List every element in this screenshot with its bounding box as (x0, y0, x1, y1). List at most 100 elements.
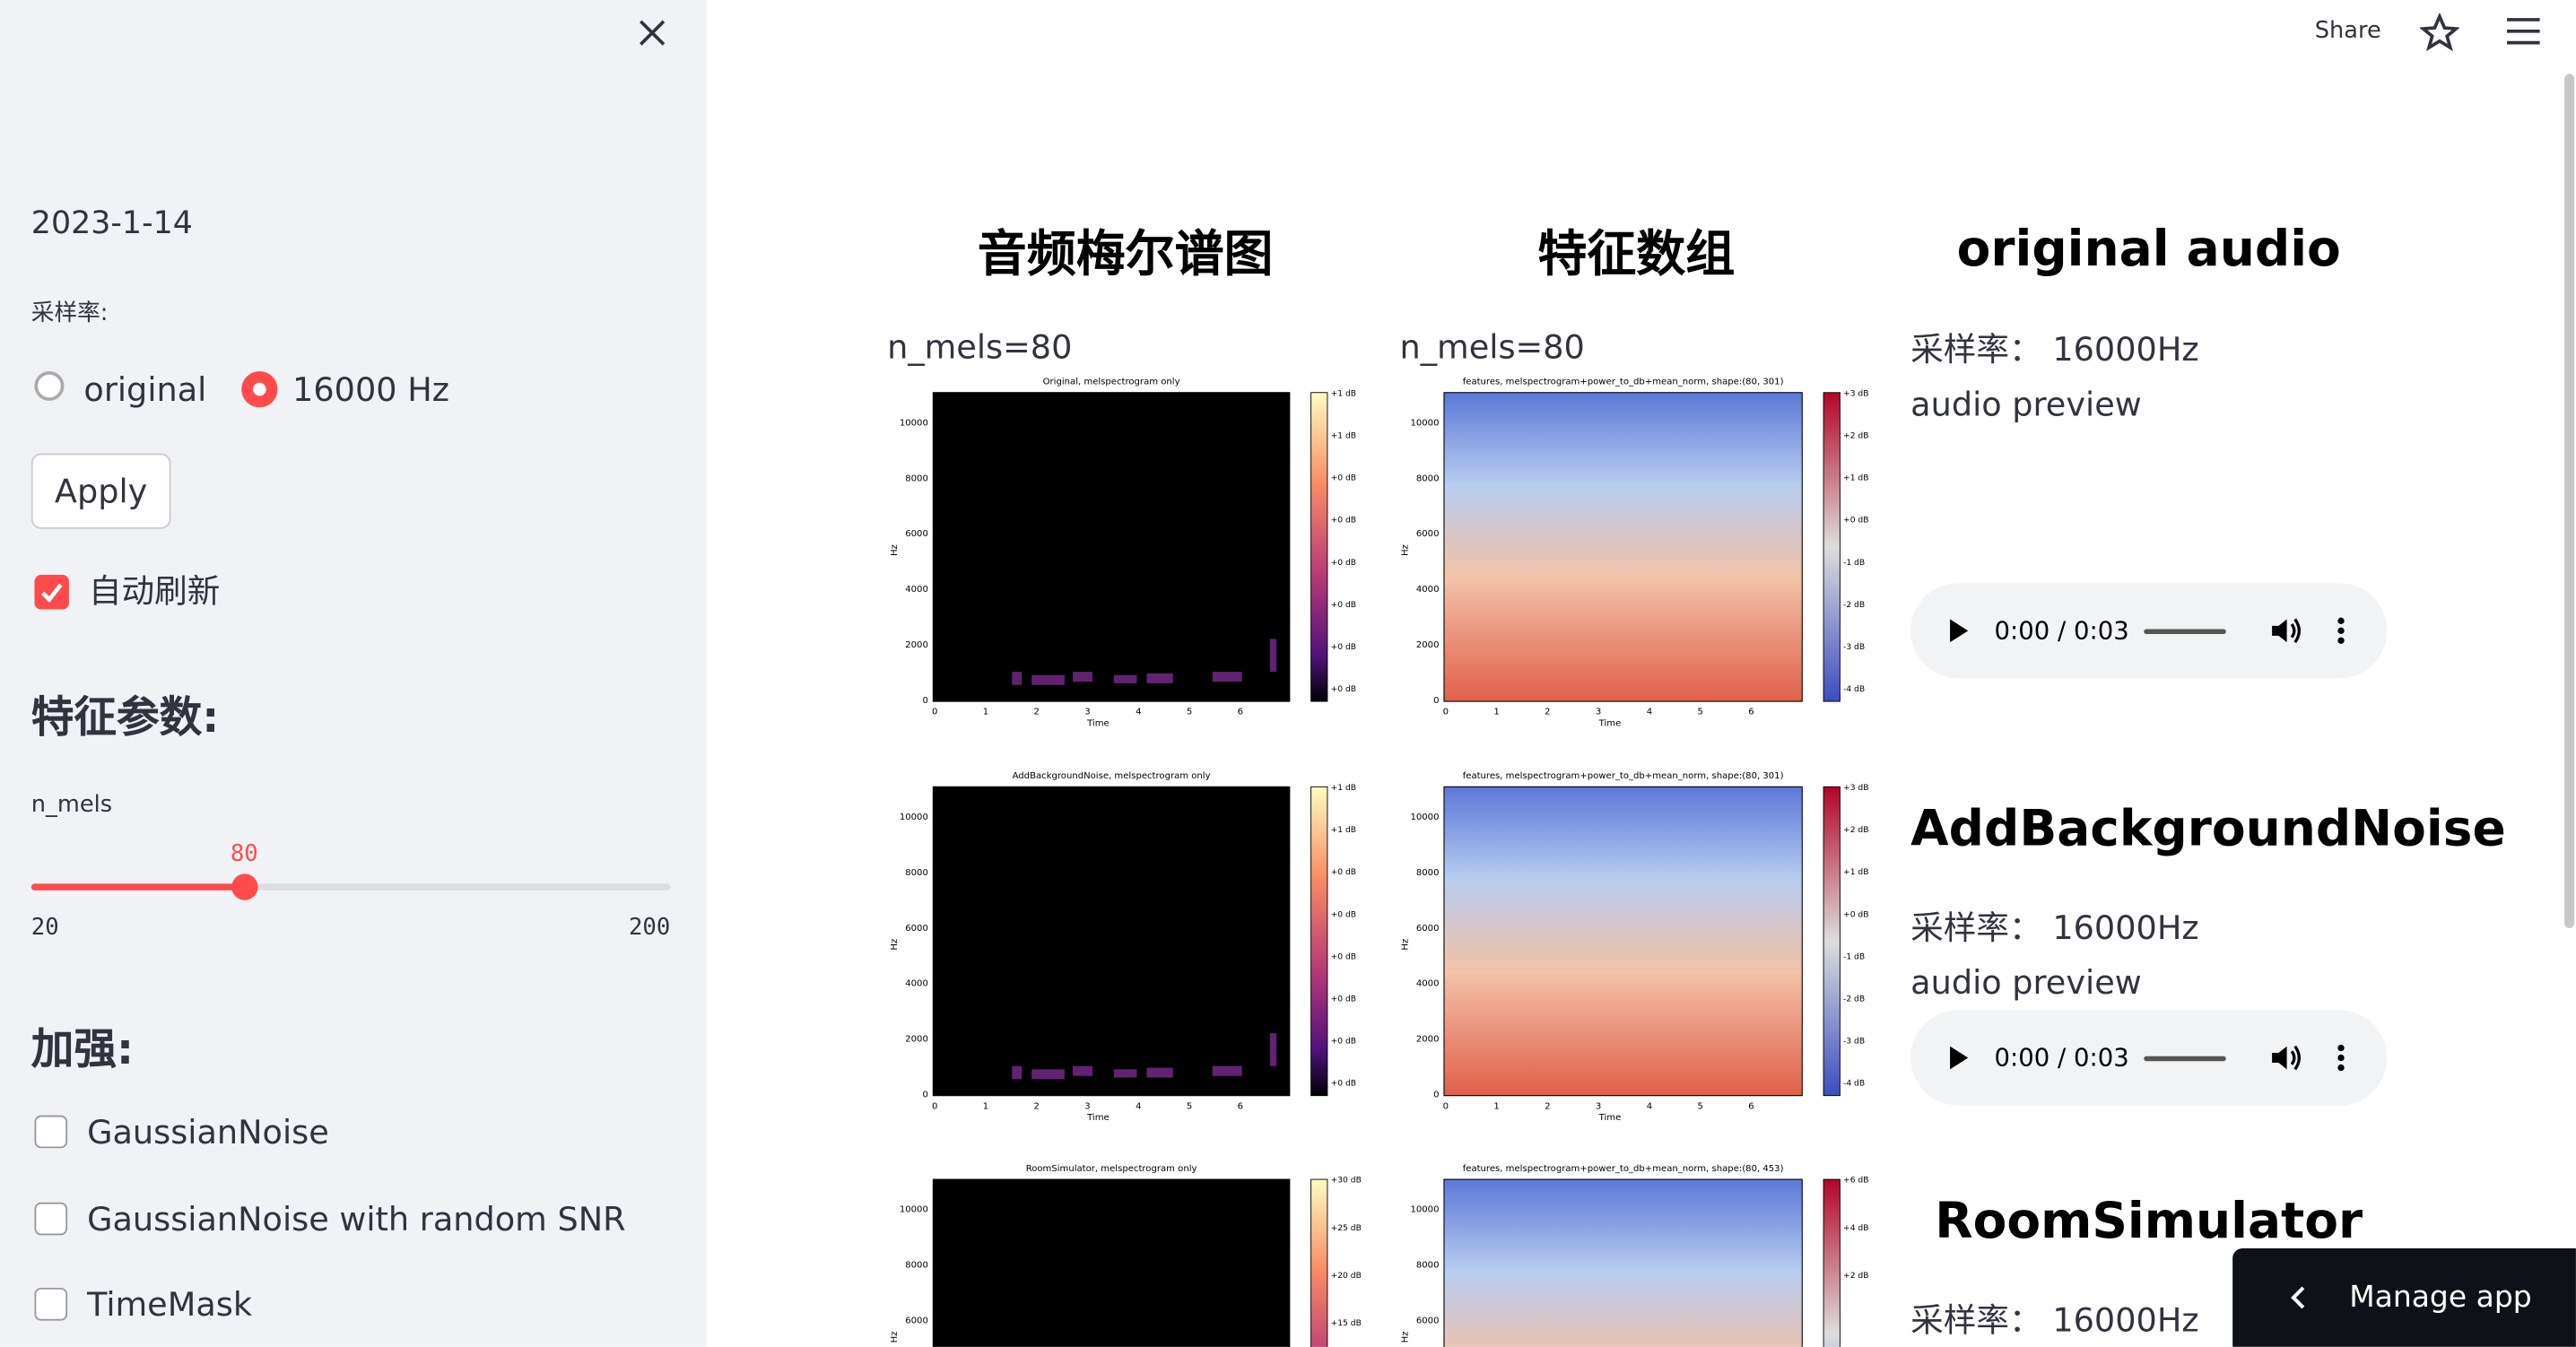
player-control[interactable] (2337, 1044, 2345, 1052)
player-control[interactable] (2272, 619, 2287, 643)
apply-button[interactable]: Apply (30, 453, 171, 529)
audio-player[interactable]: 0:00 / 0:03 (1910, 1010, 2388, 1106)
slider-knob[interactable] (231, 873, 257, 900)
y-tick-label: 10000 (1410, 813, 1439, 822)
colorbar-label: +0 dB (1331, 952, 1356, 961)
slider-value: 80 (230, 840, 258, 868)
checkbox-checked[interactable] (34, 575, 69, 610)
colorbar (1310, 392, 1328, 702)
colorbar (1823, 392, 1841, 702)
checkbox[interactable] (34, 1287, 68, 1321)
share-button[interactable]: Share (2314, 18, 2381, 45)
star-icon[interactable] (2419, 13, 2459, 53)
radio-selected[interactable] (241, 370, 278, 408)
plot-title: features, melspectrogram+power_to_db+mea… (1463, 1164, 1784, 1174)
plot-title: AddBackgroundNoise, melspectrogram only (1013, 771, 1211, 781)
x-tick-label: 3 (1084, 708, 1090, 717)
x-tick-label: 4 (1136, 708, 1141, 717)
radio-label[interactable]: original (83, 369, 207, 410)
plot-frame (1443, 786, 1803, 1097)
sample-rate: 采样率： 16000Hz (1910, 907, 2199, 947)
y-tick-label: 6000 (1416, 529, 1440, 539)
colorbar-label: +0 dB (1843, 910, 1868, 919)
x-tick-label: 1 (1493, 708, 1499, 717)
slider-max: 200 (628, 915, 671, 942)
player-control[interactable] (2272, 1046, 2287, 1070)
x-tick-label: 4 (1136, 1101, 1141, 1111)
spectrogram-detail (1269, 1033, 1277, 1066)
audio-player[interactable]: 0:00 / 0:03 (1910, 583, 2388, 679)
spectrogram: features, melspectrogram+power_to_db+mea… (1401, 1164, 1869, 1347)
y-tick-label: 0 (1433, 696, 1439, 706)
player-control[interactable] (2268, 614, 2302, 647)
checkbox-label[interactable]: 自动刷新 (88, 570, 221, 611)
y-tick-label: 10000 (900, 1205, 928, 1215)
radio[interactable] (34, 370, 65, 401)
colorbar-label: +2 dB (1843, 826, 1868, 835)
colorbar-label: -1 dB (1843, 952, 1865, 961)
column-header: original audio (1956, 221, 2341, 279)
slider-track[interactable] (30, 883, 671, 891)
player-control[interactable] (2337, 1054, 2345, 1062)
slider-label: n_mels (30, 791, 113, 819)
x-tick-label: 3 (1596, 1101, 1601, 1111)
player-control[interactable] (2337, 1043, 2346, 1073)
spectrogram-image (1443, 392, 1803, 702)
colorbar-label: +0 dB (1331, 910, 1356, 919)
colorbar-label: +0 dB (1331, 1038, 1356, 1047)
colorbar-label: +3 dB (1843, 784, 1868, 793)
manage-app-label[interactable]: Manage app (2349, 1280, 2532, 1316)
close-button[interactable] (638, 18, 667, 48)
date: 2023-1-14 (30, 204, 193, 242)
player-control[interactable] (1950, 619, 1969, 643)
colorbar-label: +6 dB (1843, 1177, 1868, 1186)
y-tick-label: 8000 (1416, 868, 1440, 878)
label: n_mels=80 (887, 326, 1073, 367)
player-control[interactable] (2268, 1041, 2302, 1074)
checkbox[interactable] (34, 1115, 68, 1149)
spectrogram-detail (1212, 672, 1242, 682)
player-control[interactable] (2337, 616, 2346, 646)
spectrogram-detail (1073, 1065, 1093, 1076)
scrollbar[interactable] (2564, 74, 2575, 928)
spectrogram-image (933, 786, 1290, 1096)
y-tick-label: 8000 (1416, 1261, 1440, 1271)
player-control[interactable] (1950, 1046, 1969, 1070)
audio-time: 0:00 / 0:03 (1994, 1043, 2129, 1073)
colorbar-label: +0 dB (1843, 517, 1868, 526)
checkbox[interactable] (34, 1201, 68, 1235)
player-control[interactable] (1946, 618, 1970, 644)
checkbox-label[interactable]: GaussianNoise (87, 1111, 329, 1151)
y-axis-label: Hz (890, 544, 900, 556)
player-control[interactable] (2337, 637, 2345, 644)
y-tick-label: 10000 (900, 813, 928, 822)
spectrogram-detail (1212, 1065, 1242, 1076)
menu-icon[interactable] (2505, 16, 2541, 46)
player-control[interactable] (2144, 629, 2226, 634)
column-header: 音频梅尔谱图 (977, 226, 1274, 284)
checkbox-label[interactable]: GaussianNoise with random SNR (87, 1198, 626, 1238)
colorbar-label: +0 dB (1331, 601, 1356, 610)
player-control[interactable] (2337, 1064, 2345, 1072)
plot-title: Original, melspectrogram only (1043, 378, 1180, 387)
player-control[interactable] (2144, 1056, 2226, 1062)
colorbar-label: +30 dB (1331, 1177, 1362, 1186)
player-control[interactable] (1946, 1045, 1970, 1071)
y-axis-label: Hz (890, 939, 900, 951)
y-tick-label: 6000 (905, 1317, 928, 1326)
manage-app-button[interactable]: Manage app (2232, 1248, 2576, 1347)
y-tick-label: 4000 (1416, 585, 1440, 595)
player-control[interactable] (2290, 618, 2301, 644)
y-tick-label: 4000 (905, 979, 928, 989)
player-control[interactable] (2337, 627, 2345, 634)
y-tick-label: 6000 (905, 924, 928, 934)
sidebar (0, 0, 707, 1347)
x-tick-label: 2 (1034, 1101, 1040, 1111)
player-control[interactable] (2337, 617, 2345, 625)
player-control[interactable] (2290, 1045, 2301, 1071)
plot-frame (1443, 392, 1803, 702)
x-tick-label: 6 (1748, 1101, 1754, 1111)
checkbox-label[interactable]: TimeMask (87, 1284, 253, 1325)
radio-label[interactable]: 16000 Hz (292, 369, 449, 410)
